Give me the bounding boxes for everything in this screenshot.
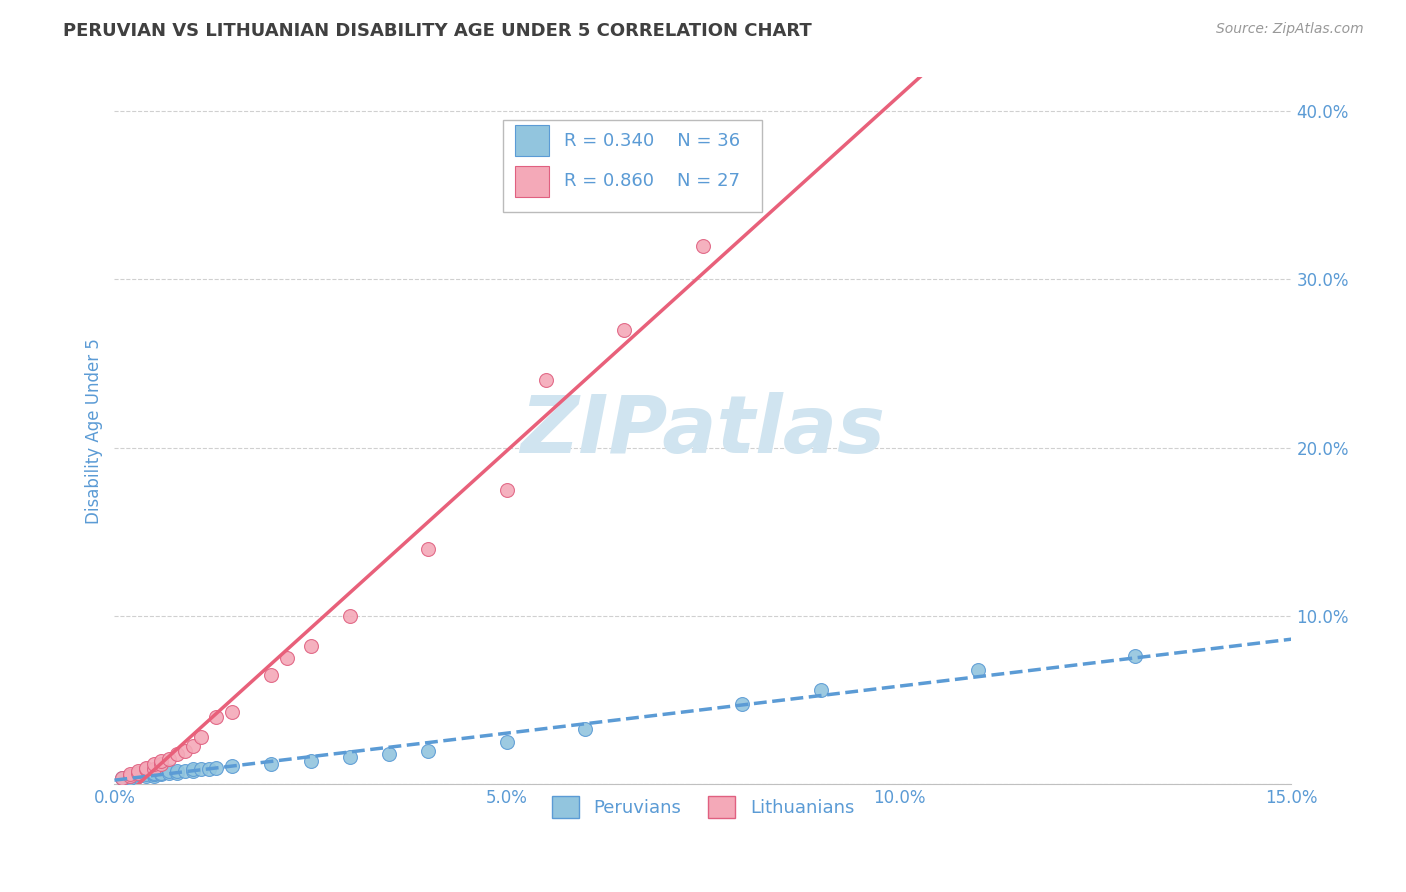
- Text: Source: ZipAtlas.com: Source: ZipAtlas.com: [1216, 22, 1364, 37]
- Point: [166, 764, 188, 778]
- Text: R = 0.860    N = 27: R = 0.860 N = 27: [564, 172, 740, 190]
- Point: [418, 744, 440, 758]
- Point: [135, 767, 157, 781]
- Point: [221, 705, 243, 719]
- Point: [150, 765, 173, 780]
- Point: [142, 767, 165, 781]
- Point: [150, 754, 173, 768]
- Point: [378, 747, 401, 761]
- Point: [111, 771, 134, 785]
- Point: [127, 769, 149, 783]
- Point: [495, 735, 517, 749]
- Point: [181, 762, 204, 776]
- Text: R = 0.340    N = 36: R = 0.340 N = 36: [564, 132, 740, 150]
- Point: [299, 640, 322, 654]
- Point: [276, 651, 298, 665]
- Point: [692, 239, 714, 253]
- Point: [127, 767, 149, 781]
- Point: [150, 767, 173, 781]
- Point: [142, 762, 165, 776]
- Point: [260, 668, 283, 682]
- Point: [731, 697, 754, 711]
- Point: [120, 769, 142, 783]
- Point: [142, 767, 165, 781]
- Point: [339, 609, 361, 624]
- Point: [157, 765, 180, 780]
- Point: [127, 769, 149, 783]
- Point: [120, 769, 142, 783]
- Point: [205, 761, 228, 775]
- Point: [157, 764, 180, 778]
- Point: [966, 663, 988, 677]
- Point: [495, 483, 517, 497]
- Legend: Peruvians, Lithuanians: Peruvians, Lithuanians: [544, 789, 862, 825]
- Point: [574, 722, 596, 736]
- Text: PERUVIAN VS LITHUANIAN DISABILITY AGE UNDER 5 CORRELATION CHART: PERUVIAN VS LITHUANIAN DISABILITY AGE UN…: [63, 22, 813, 40]
- Point: [221, 759, 243, 773]
- Point: [810, 683, 832, 698]
- Point: [127, 764, 149, 778]
- Point: [190, 762, 212, 776]
- FancyBboxPatch shape: [503, 120, 762, 211]
- Point: [534, 373, 557, 387]
- Point: [120, 771, 142, 785]
- Point: [135, 762, 157, 776]
- Point: [142, 769, 165, 783]
- Point: [260, 757, 283, 772]
- Point: [135, 761, 157, 775]
- FancyBboxPatch shape: [515, 125, 548, 156]
- Point: [181, 764, 204, 778]
- FancyBboxPatch shape: [515, 166, 548, 196]
- Point: [197, 762, 219, 776]
- Point: [174, 764, 197, 778]
- Point: [166, 747, 188, 761]
- Point: [339, 750, 361, 764]
- Point: [181, 739, 204, 753]
- Point: [135, 769, 157, 783]
- Point: [190, 731, 212, 745]
- Point: [299, 754, 322, 768]
- Point: [150, 757, 173, 772]
- Point: [174, 744, 197, 758]
- Point: [111, 771, 134, 785]
- Point: [166, 765, 188, 780]
- Point: [418, 541, 440, 556]
- Point: [127, 765, 149, 780]
- Y-axis label: Disability Age Under 5: Disability Age Under 5: [86, 338, 103, 524]
- Point: [1123, 649, 1146, 664]
- Point: [142, 757, 165, 772]
- Point: [142, 765, 165, 780]
- Point: [205, 710, 228, 724]
- Text: ZIPatlas: ZIPatlas: [520, 392, 886, 470]
- Point: [120, 767, 142, 781]
- Point: [613, 323, 636, 337]
- Point: [157, 752, 180, 766]
